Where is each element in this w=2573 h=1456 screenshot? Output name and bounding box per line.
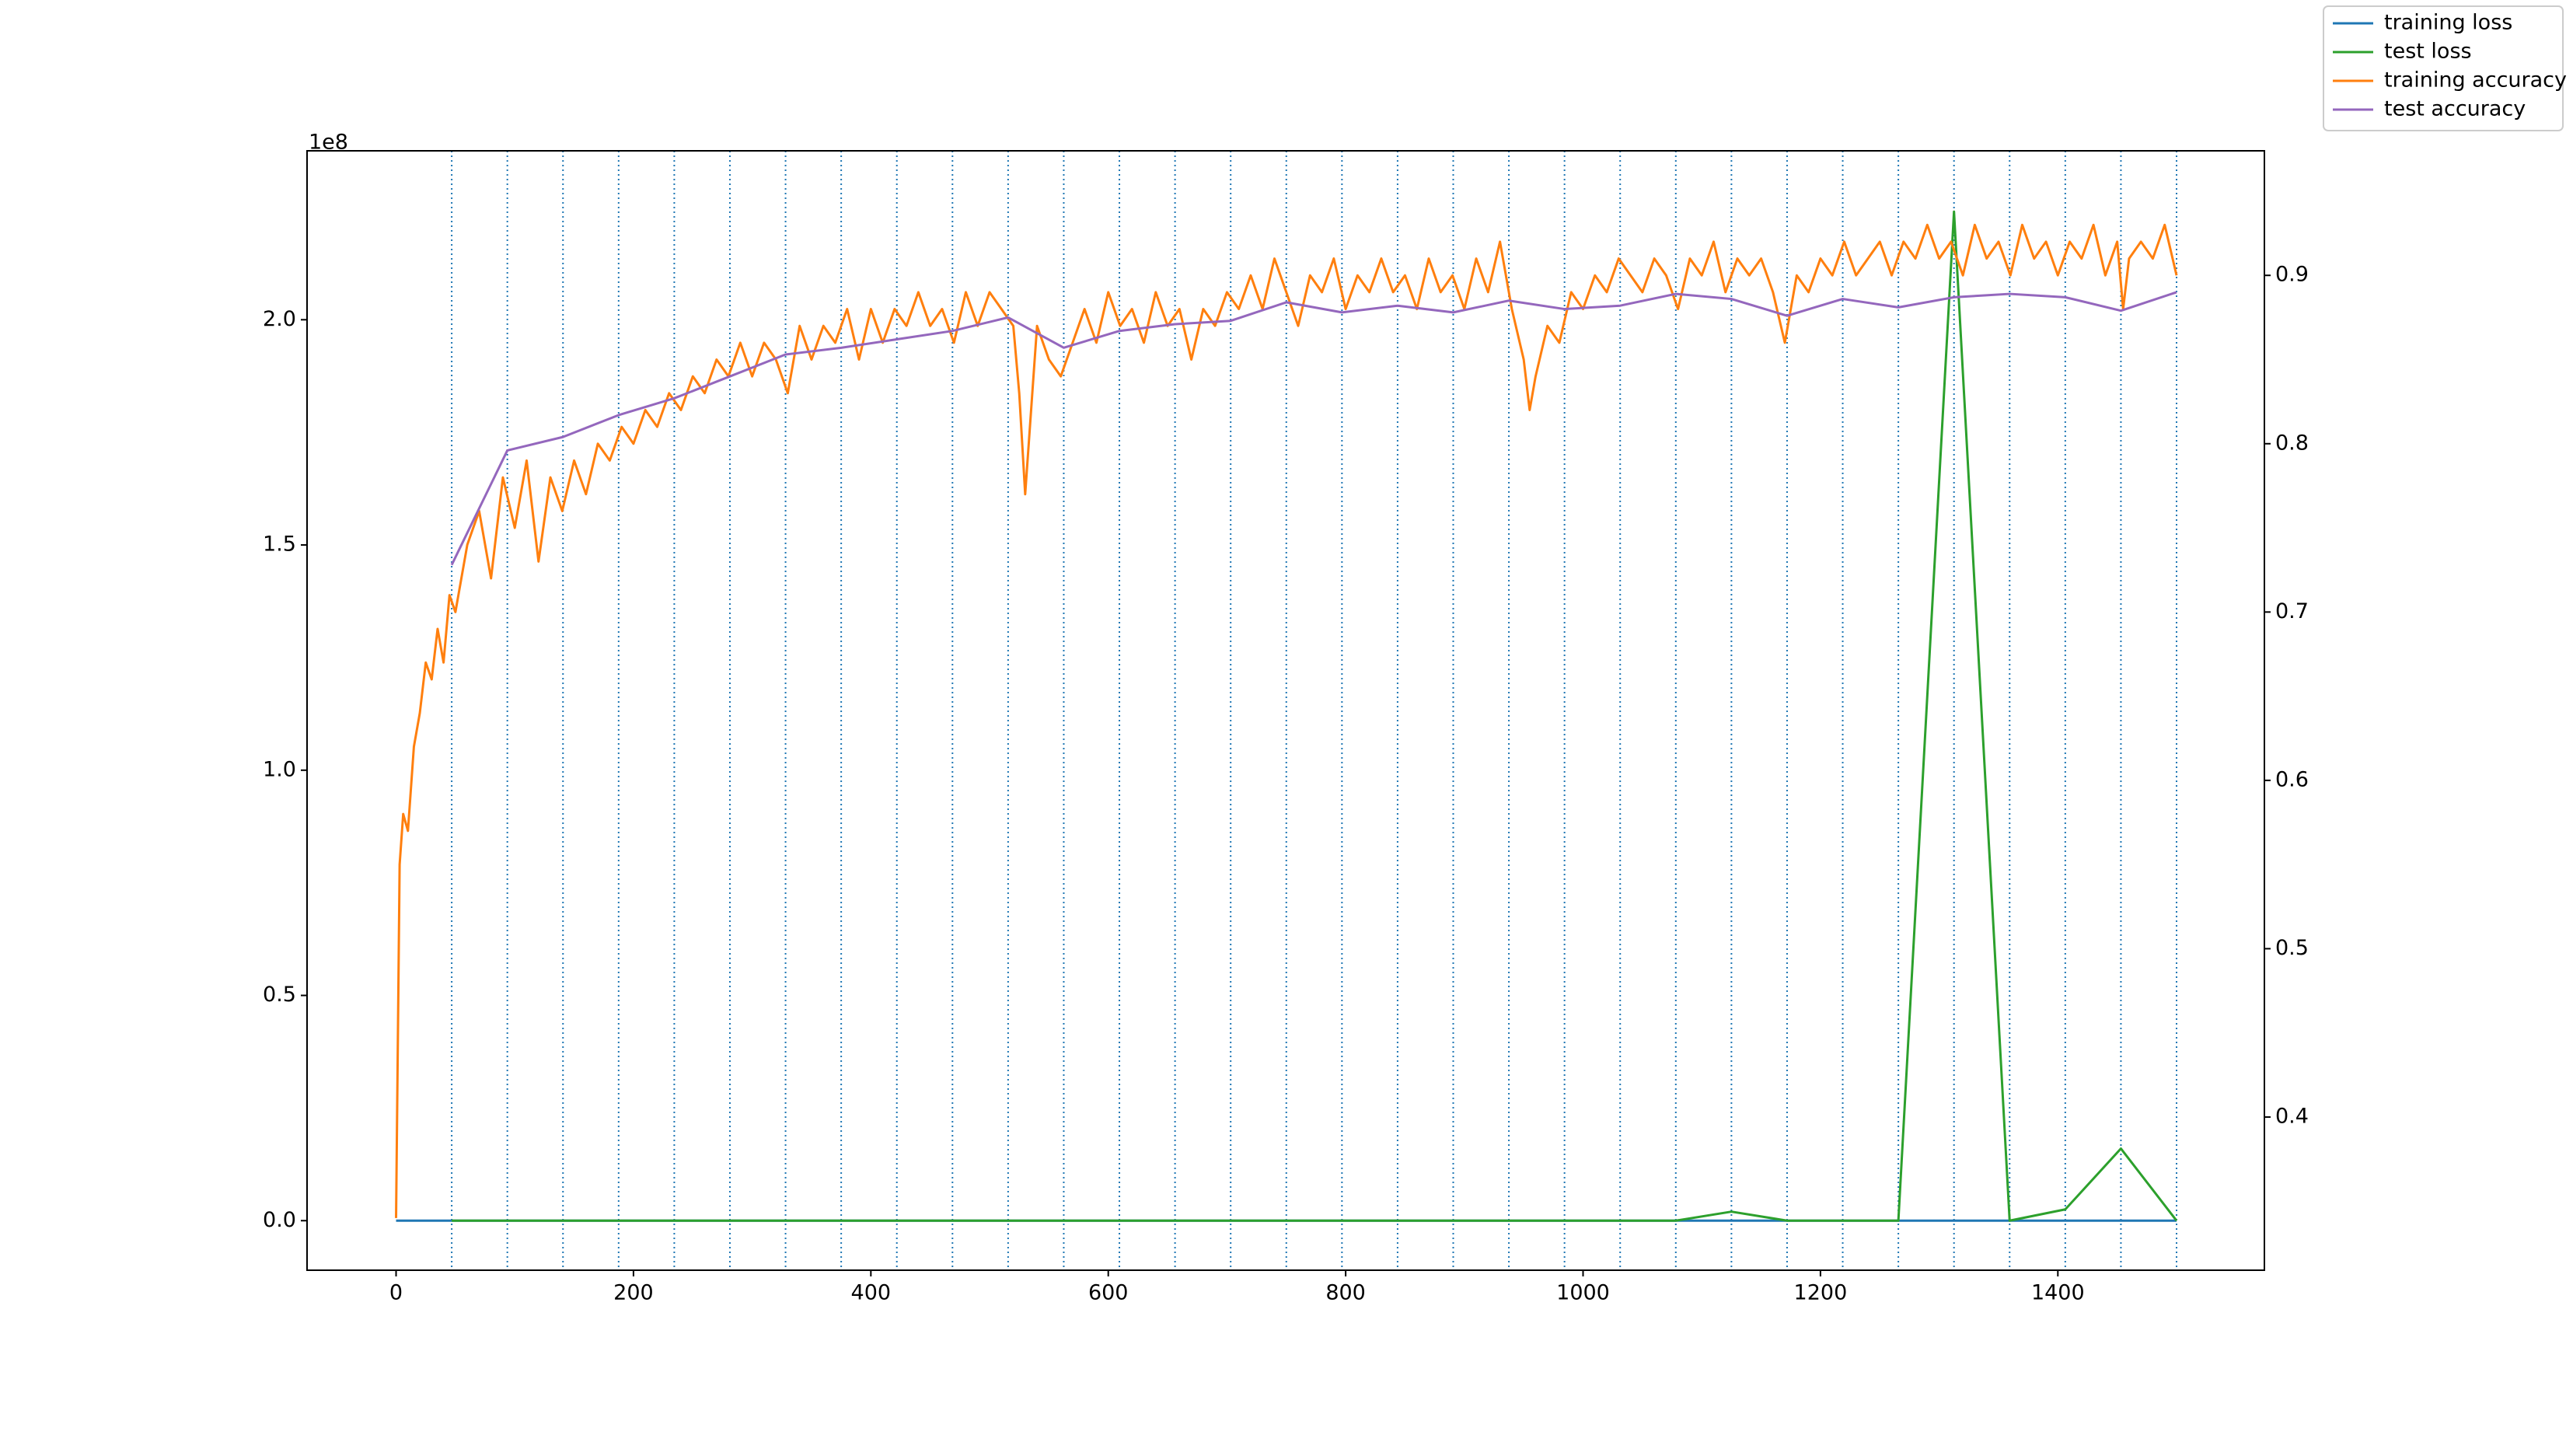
y2-tick-label: 0.4 xyxy=(2275,1104,2309,1128)
y-tick-label: 1.5 xyxy=(263,532,296,557)
legend-box xyxy=(2323,5,2564,131)
y2-tick-label: 0.8 xyxy=(2275,431,2309,455)
x-tick-label: 200 xyxy=(613,1281,654,1305)
series-line xyxy=(395,223,2178,1218)
legend-label: training loss xyxy=(2384,11,2512,35)
x-tick-label: 1000 xyxy=(1556,1281,1610,1305)
x-tick-label: 0 xyxy=(389,1281,403,1305)
y-tick-label: 2.0 xyxy=(263,307,296,331)
x-tick-label: 600 xyxy=(1088,1281,1129,1305)
legend-label: test loss xyxy=(2384,40,2472,64)
y-tick-label: 0.0 xyxy=(263,1208,296,1232)
series-line xyxy=(450,291,2177,566)
x-tick-label: 1200 xyxy=(1794,1281,1848,1305)
legend-label: training accuracy xyxy=(2384,68,2567,93)
series-line xyxy=(452,210,2178,1222)
x-tick-label: 400 xyxy=(851,1281,892,1305)
legend-label: test accuracy xyxy=(2384,97,2526,121)
y-tick-label: 1.0 xyxy=(263,757,296,781)
y2-tick-label: 0.9 xyxy=(2275,263,2309,287)
y2-tick-label: 0.6 xyxy=(2275,767,2309,791)
x-tick-label: 800 xyxy=(1325,1281,1366,1305)
y2-tick-label: 0.5 xyxy=(2275,936,2309,960)
y-tick-label: 0.5 xyxy=(263,983,296,1007)
x-tick-label: 1400 xyxy=(2031,1281,2085,1305)
plot-frame xyxy=(306,150,2265,1271)
y2-tick-label: 0.7 xyxy=(2275,599,2309,623)
